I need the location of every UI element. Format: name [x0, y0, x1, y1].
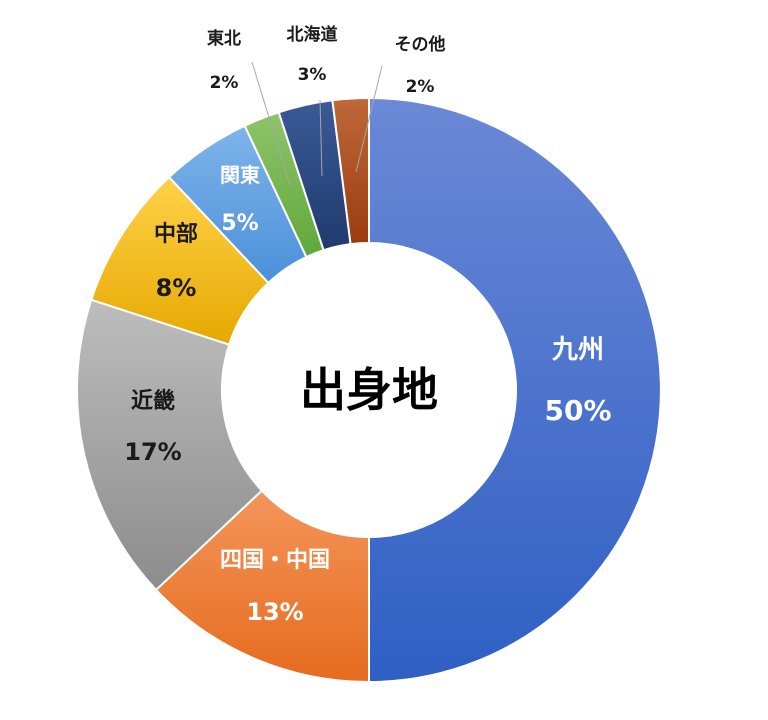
- leader-line: [251, 61, 291, 187]
- slice-name-label: 中部: [154, 221, 198, 247]
- chart-title: 出身地: [300, 363, 438, 417]
- slice-name-label: 四国・中国: [220, 548, 330, 573]
- slice-percent-label: 8%: [156, 274, 197, 302]
- slice-name-label: 近畿: [131, 388, 175, 414]
- slice-percent-label: 13%: [246, 598, 303, 626]
- slice-percent-label: 50%: [544, 394, 611, 427]
- leader-line: [355, 65, 383, 173]
- slice-name-label: 東北: [207, 28, 241, 49]
- slice-name-label: 九州: [551, 335, 604, 365]
- slice-name-label: 北海道: [287, 24, 338, 45]
- leader-line: [319, 99, 323, 177]
- slice-percent-label: 3%: [298, 65, 327, 85]
- slice-name-label: 関東: [220, 163, 260, 187]
- slice-7: [331, 96, 370, 246]
- slice-1: [154, 489, 370, 684]
- slice-percent-label: 17%: [124, 438, 181, 466]
- slice-percent-label: 2%: [210, 73, 239, 93]
- slice-percent-label: 2%: [406, 77, 435, 97]
- slice-2: [76, 298, 264, 592]
- slice-0: [368, 96, 662, 684]
- slice-name-label: その他: [395, 34, 446, 55]
- slice-percent-label: 5%: [221, 211, 258, 236]
